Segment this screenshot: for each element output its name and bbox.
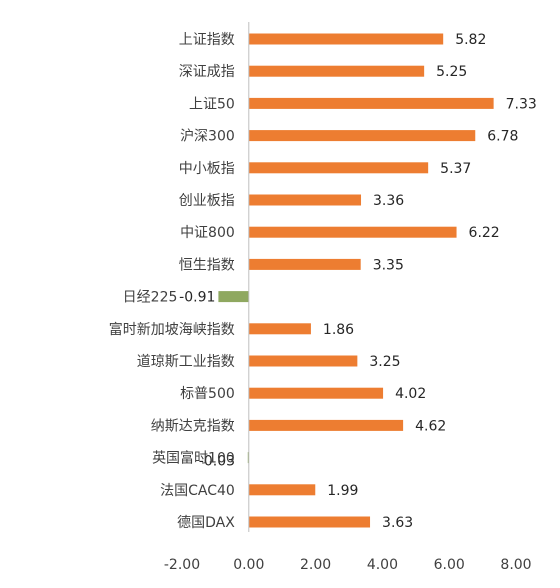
value-label: 3.25 bbox=[369, 354, 400, 370]
category-label: 道琼斯工业指数 bbox=[137, 354, 235, 370]
bar bbox=[248, 130, 476, 142]
value-label: 1.86 bbox=[323, 322, 354, 338]
bar bbox=[247, 452, 249, 464]
bar bbox=[248, 65, 425, 77]
x-tick-label: 0.00 bbox=[233, 557, 264, 573]
category-label: 中证800 bbox=[180, 225, 235, 241]
category-label: 德国DAX bbox=[177, 515, 235, 531]
category-label: 标普500 bbox=[180, 386, 235, 402]
category-label: 创业板指 bbox=[179, 193, 235, 209]
bar bbox=[248, 419, 404, 431]
bar bbox=[248, 387, 384, 399]
x-tick-label: 2.00 bbox=[300, 557, 331, 573]
x-tick-label: -2.00 bbox=[164, 557, 200, 573]
bar bbox=[248, 516, 371, 528]
value-label: 5.37 bbox=[440, 161, 471, 177]
x-tick-label: 8.00 bbox=[500, 557, 531, 573]
value-labels-group: 5.82 5.25 7.33 6.78 5.37 3.36 6.22 3.35 -0.91 1.8… bbox=[179, 32, 537, 531]
category-label: 富时新加坡海峡指数 bbox=[109, 321, 235, 338]
bar bbox=[248, 226, 457, 238]
value-label: 5.82 bbox=[455, 32, 486, 48]
category-label: 日经225 bbox=[123, 290, 178, 306]
value-label: 3.36 bbox=[373, 193, 404, 209]
category-label: 恒生指数 bbox=[179, 257, 235, 273]
bar bbox=[248, 194, 362, 206]
category-label: 沪深300 bbox=[180, 129, 235, 145]
value-label: 4.02 bbox=[395, 386, 426, 402]
x-tick-labels-group: -2.00 0.00 2.00 4.00 6.00 8.00 bbox=[164, 557, 532, 573]
bars-group bbox=[218, 33, 494, 528]
value-label: -0.03 bbox=[199, 454, 235, 470]
value-label: 7.33 bbox=[506, 96, 537, 112]
category-label: 纳斯达克指数 bbox=[151, 418, 235, 434]
value-label: 1.99 bbox=[327, 483, 358, 499]
category-label: 深证成指 bbox=[179, 64, 235, 80]
bar bbox=[248, 258, 361, 270]
bar bbox=[248, 484, 316, 496]
value-label: -0.91 bbox=[179, 290, 215, 306]
value-label: 3.35 bbox=[373, 257, 404, 273]
value-label: 3.63 bbox=[382, 515, 413, 531]
value-label: 6.22 bbox=[469, 225, 500, 241]
category-label: 法国CAC40 bbox=[160, 483, 235, 499]
bar bbox=[248, 97, 494, 109]
category-label: 中小板指 bbox=[179, 161, 235, 177]
category-label: 上证指数 bbox=[179, 32, 235, 48]
value-label: 4.62 bbox=[415, 418, 446, 434]
bar bbox=[248, 33, 444, 45]
bar bbox=[218, 291, 249, 303]
x-tick-label: 4.00 bbox=[367, 557, 398, 573]
category-label: 英国富时100 bbox=[152, 450, 235, 467]
bar bbox=[248, 162, 429, 174]
category-label: 上证50 bbox=[189, 96, 235, 112]
bar bbox=[248, 323, 311, 335]
value-label: 6.78 bbox=[487, 129, 518, 145]
value-label: 5.25 bbox=[436, 64, 467, 80]
bar bbox=[248, 355, 358, 367]
x-tick-label: 6.00 bbox=[434, 557, 465, 573]
